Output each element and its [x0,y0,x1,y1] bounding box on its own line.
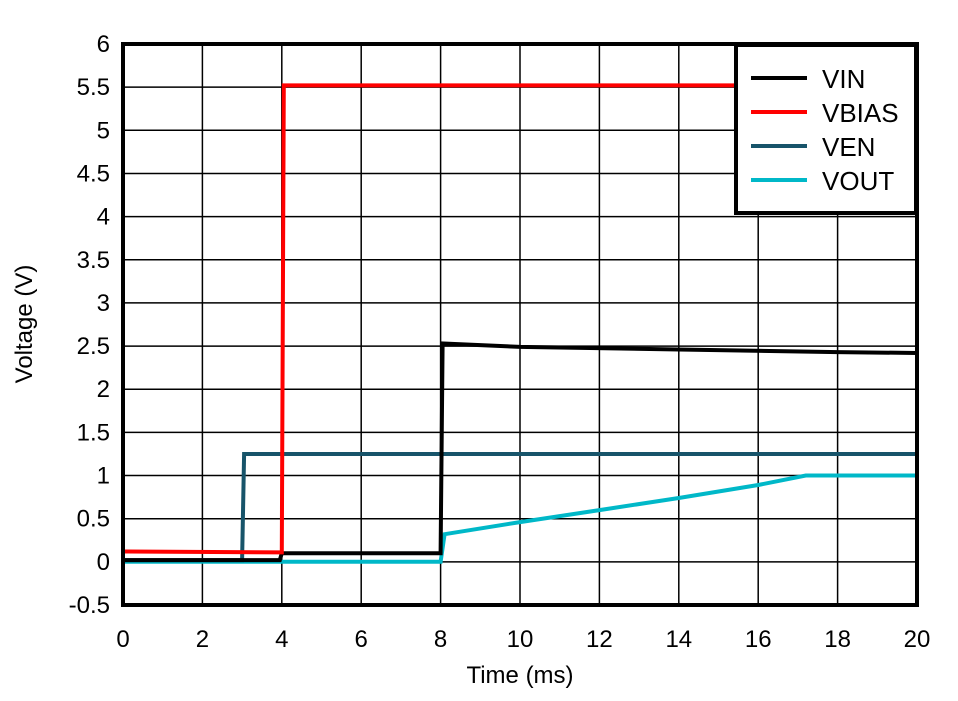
y-tick-label: 1 [97,463,110,490]
x-axis-title: Time (ms) [466,662,573,689]
x-tick-label: 12 [586,626,613,653]
y-tick-label: 6 [97,31,110,58]
legend-label-vbias: VBIAS [822,98,899,128]
x-tick-label: 18 [824,626,851,653]
x-tick-label: 8 [434,626,447,653]
grid-lines [123,44,917,605]
series-vout [123,473,917,564]
y-tick-label: -0.5 [69,592,110,619]
x-axis-ticks: 0 2 4 6 8 10 12 14 16 18 20 [116,626,930,653]
y-tick-label: 0.5 [77,506,110,533]
y-tick-label: 4.5 [77,160,110,187]
y-tick-label: 0 [97,549,110,576]
y-axis-ticks: -0.5 0 0.5 1 1.5 2 2.5 3 3.5 4 4.5 5 5.5 6 [69,31,110,619]
legend-label-vout: VOUT [822,166,894,196]
x-tick-label: 16 [745,626,772,653]
x-tick-label: 4 [275,626,288,653]
series-vbias [122,83,917,555]
x-tick-label: 2 [196,626,209,653]
y-tick-label: 5 [97,117,110,144]
data-series [122,83,918,564]
x-tick-label: 0 [116,626,129,653]
y-axis-title: Voltage (V) [11,265,38,384]
y-tick-label: 4 [97,204,110,231]
legend-label-ven: VEN [822,132,875,162]
legend: VIN VBIAS VEN VOUT [734,43,918,215]
x-tick-label: 20 [904,626,931,653]
x-tick-label: 6 [355,626,368,653]
series-vin [123,341,918,563]
y-tick-label: 3 [97,290,110,317]
y-tick-label: 2 [97,376,110,403]
y-tick-label: 2.5 [77,333,110,360]
y-tick-label: 5.5 [77,74,110,101]
plot-frame [121,42,919,607]
x-tick-label: 10 [507,626,534,653]
y-tick-label: 3.5 [77,247,110,274]
x-tick-label: 14 [665,626,692,653]
legend-box [734,43,918,215]
legend-label-vin: VIN [822,64,865,94]
y-tick-label: 1.5 [77,419,110,446]
